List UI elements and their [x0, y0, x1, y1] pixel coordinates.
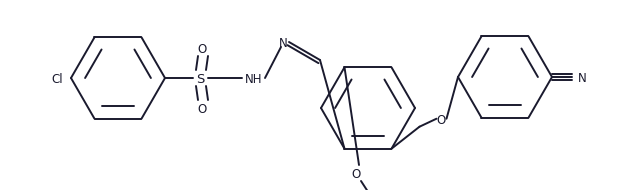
Text: O: O	[437, 114, 446, 127]
Text: Cl: Cl	[52, 73, 63, 86]
Text: N: N	[578, 72, 587, 85]
Text: NH: NH	[245, 73, 262, 86]
Text: O: O	[197, 43, 207, 56]
Text: O: O	[351, 168, 361, 181]
Text: O: O	[197, 103, 207, 116]
Text: N: N	[279, 37, 287, 50]
Text: S: S	[196, 73, 204, 86]
